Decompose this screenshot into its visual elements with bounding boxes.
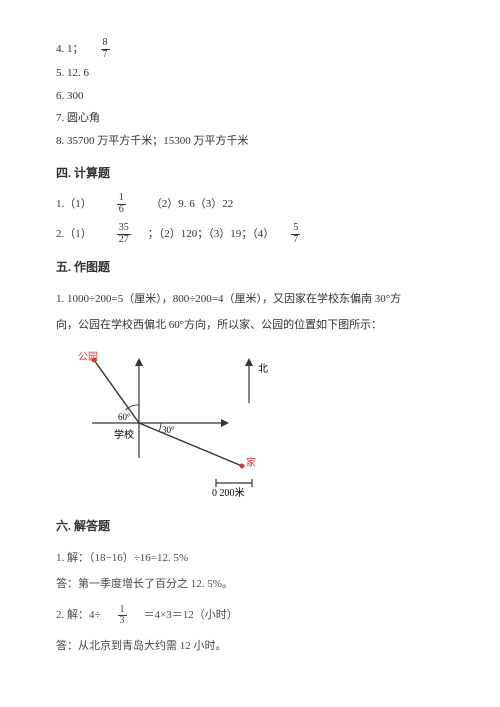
- calc-q1: 1.（1） 1 6 （2）9. 6（3）22: [56, 193, 444, 215]
- angle-30-label: 30°: [162, 425, 175, 435]
- section-4-title: 四. 计算题: [56, 163, 444, 183]
- calc-q1-b: （2）9. 6（3）22: [151, 195, 234, 214]
- drawing-q1-line1: 1. 1000÷200=5（厘米），800÷200=4（厘米），又因家在学校东偏…: [56, 288, 444, 310]
- solve-q2-frac: 1 3: [118, 605, 127, 627]
- answer-8: 8. 35700 万平方千米；15300 万平方千米: [56, 132, 444, 151]
- park-label: 公园: [78, 351, 98, 363]
- answer-6: 6. 300: [56, 87, 444, 106]
- section-5-title: 五. 作图题: [56, 257, 444, 277]
- angle-60-label: 60°: [118, 412, 131, 422]
- solve-q2-a: 2. 解：4÷: [56, 606, 101, 625]
- calc-q2: 2.（1） 35 27 ；（2）120；（3）19；（4） 5 7: [56, 223, 444, 245]
- solve-q2-answer: 答：从北京到青岛大约需 12 小时。: [56, 635, 444, 657]
- north-label: 北: [258, 363, 268, 375]
- calc-q2-a: 2.（1）: [56, 225, 92, 244]
- answer-7: 7. 圆心角: [56, 109, 444, 128]
- answer-5: 5. 12. 6: [56, 64, 444, 83]
- calc-q2-frac2: 5 7: [291, 223, 300, 245]
- school-label: 学校: [114, 428, 134, 441]
- calc-q2-b: ；（2）120；（3）19；（4）: [148, 225, 275, 244]
- solve-q1-answer: 答：第一季度增长了百分之 12. 5%。: [56, 573, 444, 595]
- calc-q1-frac: 1 6: [117, 193, 126, 215]
- calc-q2-frac1: 35 27: [117, 223, 131, 245]
- solve-q2-b: ＝4×3＝12（小时）: [144, 606, 238, 625]
- solve-q2: 2. 解：4÷ 1 3 ＝4×3＝12（小时）: [56, 605, 444, 627]
- answer-4-fraction: 8 7: [101, 38, 110, 60]
- section-6-title: 六. 解答题: [56, 516, 444, 536]
- drawing-q1-line2: 向，公园在学校西偏北 60°方向，所以家、公园的位置如下图所示：: [56, 314, 444, 336]
- calc-q1-a: 1.（1）: [56, 195, 92, 214]
- direction-diagram: 北 60° 30° 公园 学校 家 0 200米: [74, 348, 444, 505]
- scale-label: 0 200米: [212, 486, 245, 498]
- answer-4-prefix: 4. 1；: [56, 40, 84, 59]
- solve-q1: 1. 解：（18−16）÷16=12. 5%: [56, 547, 444, 569]
- answer-4: 4. 1； 8 7: [56, 38, 444, 60]
- home-label: 家: [246, 456, 256, 469]
